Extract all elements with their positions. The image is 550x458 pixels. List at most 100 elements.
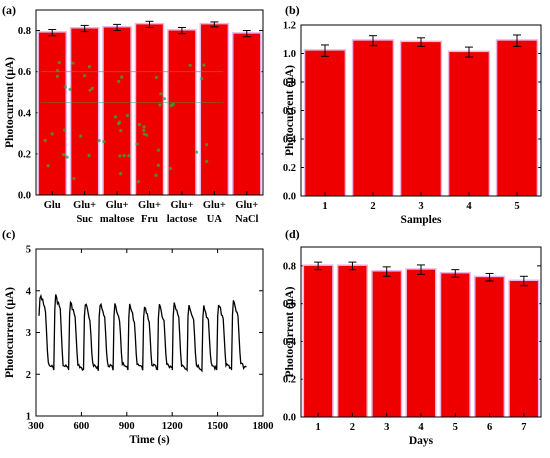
decor-dot — [117, 121, 121, 126]
decor-dot — [57, 60, 61, 65]
x-tick-label: 1 — [316, 422, 321, 433]
decor-dot — [154, 75, 159, 80]
x-tick-label: 3 — [384, 422, 389, 433]
y-tick-label: 0.4 — [283, 135, 297, 146]
decor-dot — [97, 139, 101, 143]
decor-dot — [119, 128, 123, 133]
panel-c: (c) Photocurrent (μA) 1 2 3 4 5 300 600 900 1200 15… — [2, 227, 274, 446]
decor-dot — [46, 164, 50, 168]
y-axis-title: Photocurrent (μA) — [284, 286, 296, 377]
y-tick-label: 0.8 — [18, 26, 31, 37]
x-tick-label: 4 — [466, 201, 472, 212]
y-tick-label: 0.6 — [283, 106, 296, 117]
decor-dot — [202, 63, 206, 67]
x-axis-title: Time (s) — [129, 434, 170, 446]
bar — [497, 40, 537, 196]
bar — [475, 277, 504, 417]
x-tick-label: 900 — [119, 421, 135, 432]
decor-dot — [188, 63, 192, 67]
series-line — [38, 293, 247, 373]
x-tick-label: lactose — [167, 214, 198, 225]
x-axis-title: Samples — [401, 214, 442, 226]
decor-dot — [159, 92, 163, 96]
decor-dot — [205, 143, 209, 147]
bar — [449, 52, 489, 197]
y-tick-label: 5 — [26, 245, 31, 256]
bar — [338, 265, 367, 417]
y-tick-label: 0.0 — [18, 191, 31, 202]
decor-dot — [63, 85, 67, 89]
y-tick-label: 4 — [26, 286, 32, 297]
decor-dot — [120, 75, 124, 79]
y-tick-label: 2 — [26, 370, 31, 381]
decor-dot — [137, 123, 142, 127]
decor-dot — [154, 173, 158, 177]
decor-dot — [79, 134, 83, 138]
x-tick-label: 5 — [514, 201, 519, 212]
decor-dot — [127, 154, 131, 158]
x-tick-label: Glu+ — [235, 200, 258, 211]
bar — [38, 32, 66, 195]
decor-dot — [65, 155, 69, 159]
y-tick-label: 0.2 — [283, 375, 296, 386]
panel-b: (b) Photocurrent (μA) 0.0 0.2 0.4 0.6 0.8 1.0 1.… — [283, 3, 542, 226]
panel-label: (a) — [2, 3, 16, 17]
x-tick-label: 2 — [370, 201, 375, 212]
decor-dot — [156, 148, 160, 152]
decor-dot — [72, 176, 76, 181]
decor-dot — [119, 171, 123, 176]
panel-label: (c) — [2, 227, 15, 241]
bar — [353, 40, 393, 196]
y-tick-label: 0.0 — [283, 413, 296, 424]
decor-dot — [156, 163, 161, 167]
y-tick-label: 0.8 — [283, 78, 296, 89]
x-tick-label: 1500 — [207, 421, 228, 432]
bar — [406, 269, 436, 417]
x-tick-label: 5 — [453, 422, 458, 433]
panel-label: (b) — [285, 3, 300, 17]
x-tick-label: 1800 — [253, 421, 274, 432]
bar — [233, 33, 261, 196]
decor-dot — [71, 61, 75, 65]
x-tick-label: 7 — [521, 422, 526, 433]
panel-d: (d) Photocurrent (μA) 0.0 0.2 0.4 0.6 0.8 1 2 3 4 5… — [283, 227, 542, 447]
decor-dot — [122, 154, 126, 158]
y-axis-title: Photocurrent (μA) — [4, 287, 16, 378]
panel-label: (d) — [285, 227, 300, 241]
bar — [136, 24, 163, 196]
panel-a: (a) Photocurrent (μA) 0.0 0.2 0.4 0.6 0.8 Glu Gl… — [2, 3, 264, 225]
decor-dot — [158, 103, 162, 107]
decor-dot — [50, 132, 54, 136]
decor-dot — [102, 139, 106, 144]
x-tick-label: 1200 — [162, 421, 183, 432]
x-tick-label: maltose — [100, 214, 135, 225]
decor-dot — [113, 115, 117, 119]
bar — [401, 42, 441, 196]
x-tick-label: 6 — [487, 422, 492, 433]
plot-frame — [300, 246, 542, 418]
bar — [372, 271, 401, 417]
x-tick-label: Fru — [141, 214, 158, 225]
y-tick-label: 0.6 — [283, 299, 296, 310]
decor-dot — [168, 166, 173, 171]
decor-dot — [87, 65, 92, 69]
x-tick-label: Glu+ — [203, 200, 226, 211]
x-tick-label: 4 — [418, 422, 424, 433]
decor-dot — [125, 113, 130, 118]
bar — [305, 50, 345, 197]
bar — [304, 265, 333, 417]
decor-dot — [87, 153, 91, 158]
x-tick-label: Glu+ — [73, 200, 96, 211]
bar — [71, 28, 98, 195]
plot-frame — [35, 9, 264, 196]
decor-dot — [135, 142, 139, 146]
x-tick-label: Glu+ — [138, 200, 161, 211]
x-axis-title: Days — [409, 435, 434, 447]
x-tick-label: Suc — [76, 214, 93, 225]
decor-dot — [142, 128, 146, 132]
decor-dot — [117, 79, 121, 83]
decor-dot — [62, 128, 67, 132]
x-tick-label: UA — [207, 214, 223, 225]
x-tick-label: 2 — [350, 422, 355, 433]
